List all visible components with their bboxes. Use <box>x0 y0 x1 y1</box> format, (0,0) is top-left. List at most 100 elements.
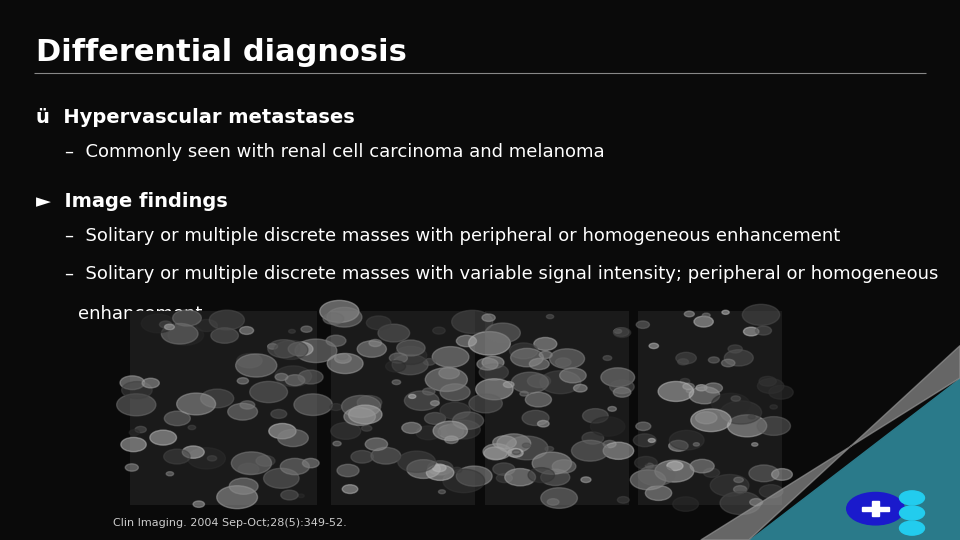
Circle shape <box>728 415 767 437</box>
Circle shape <box>351 450 373 463</box>
Circle shape <box>757 417 790 435</box>
Text: Differential diagnosis: Differential diagnosis <box>36 38 407 67</box>
Circle shape <box>201 389 233 408</box>
Circle shape <box>452 467 462 473</box>
Circle shape <box>166 471 174 476</box>
Circle shape <box>900 521 924 535</box>
Circle shape <box>900 491 924 505</box>
Circle shape <box>446 420 480 439</box>
Circle shape <box>271 409 287 418</box>
Circle shape <box>757 379 784 394</box>
Circle shape <box>357 395 382 409</box>
Circle shape <box>268 343 277 349</box>
Circle shape <box>503 382 514 388</box>
Circle shape <box>512 372 548 393</box>
Circle shape <box>433 421 468 441</box>
Circle shape <box>649 343 659 348</box>
Circle shape <box>269 423 296 439</box>
Circle shape <box>733 477 743 483</box>
Text: –  Solitary or multiple discrete masses with variable signal intensity; peripher: – Solitary or multiple discrete masses w… <box>65 265 939 282</box>
Circle shape <box>648 438 656 442</box>
Circle shape <box>759 484 782 498</box>
Circle shape <box>320 300 359 322</box>
Circle shape <box>694 316 713 327</box>
Circle shape <box>703 313 710 318</box>
Circle shape <box>733 485 747 493</box>
Circle shape <box>676 352 696 364</box>
Circle shape <box>159 321 172 328</box>
Circle shape <box>560 368 587 383</box>
Circle shape <box>120 376 145 390</box>
Circle shape <box>444 436 458 443</box>
Circle shape <box>770 405 778 409</box>
Circle shape <box>540 469 570 485</box>
Circle shape <box>636 321 650 328</box>
Circle shape <box>724 350 754 366</box>
Circle shape <box>236 354 262 368</box>
Circle shape <box>324 313 344 325</box>
Circle shape <box>690 460 714 473</box>
Circle shape <box>396 340 425 356</box>
Text: ü  Hypervascular metastases: ü Hypervascular metastases <box>36 108 355 127</box>
Circle shape <box>427 461 453 475</box>
Circle shape <box>492 436 516 449</box>
Circle shape <box>720 401 761 424</box>
Circle shape <box>130 430 139 435</box>
Circle shape <box>289 329 296 333</box>
Circle shape <box>182 446 204 458</box>
Circle shape <box>477 358 498 370</box>
Text: Clin Imaging. 2004 Sep-Oct;28(5):349-52.: Clin Imaging. 2004 Sep-Oct;28(5):349-52. <box>113 518 347 528</box>
Circle shape <box>231 452 272 475</box>
Circle shape <box>285 375 305 386</box>
Circle shape <box>422 388 435 395</box>
Circle shape <box>337 354 348 360</box>
Circle shape <box>538 421 549 427</box>
Text: –  Commonly seen with renal cell carcinoma and melanoma: – Commonly seen with renal cell carcinom… <box>65 143 605 161</box>
Circle shape <box>275 340 308 360</box>
Circle shape <box>187 448 226 469</box>
Circle shape <box>693 443 700 446</box>
Circle shape <box>525 392 551 407</box>
Circle shape <box>369 340 382 347</box>
Circle shape <box>742 305 780 325</box>
Circle shape <box>342 395 381 417</box>
Circle shape <box>571 440 609 461</box>
FancyBboxPatch shape <box>873 501 879 516</box>
Circle shape <box>367 316 391 330</box>
FancyBboxPatch shape <box>638 310 782 505</box>
Circle shape <box>689 387 720 404</box>
Circle shape <box>188 426 196 430</box>
Circle shape <box>540 371 581 394</box>
Circle shape <box>545 447 554 451</box>
Circle shape <box>750 498 762 506</box>
Circle shape <box>678 359 688 365</box>
Circle shape <box>528 468 555 483</box>
Circle shape <box>438 424 464 439</box>
Circle shape <box>330 403 342 410</box>
Circle shape <box>547 498 559 505</box>
Circle shape <box>228 403 257 420</box>
Circle shape <box>590 417 625 436</box>
Circle shape <box>268 340 300 357</box>
Circle shape <box>443 469 485 492</box>
Circle shape <box>581 477 591 483</box>
Circle shape <box>691 409 732 431</box>
Circle shape <box>655 460 694 482</box>
Circle shape <box>452 412 484 429</box>
Circle shape <box>900 506 924 520</box>
Circle shape <box>229 478 258 494</box>
Circle shape <box>505 469 536 486</box>
Circle shape <box>209 310 245 330</box>
Circle shape <box>636 422 651 430</box>
Circle shape <box>433 327 445 334</box>
Circle shape <box>342 485 358 494</box>
Circle shape <box>357 341 387 357</box>
FancyBboxPatch shape <box>862 507 889 511</box>
Circle shape <box>121 437 146 451</box>
FancyBboxPatch shape <box>485 310 629 505</box>
Circle shape <box>645 485 672 501</box>
Circle shape <box>344 408 375 426</box>
Circle shape <box>440 384 470 401</box>
Circle shape <box>708 357 719 363</box>
Circle shape <box>722 359 735 367</box>
